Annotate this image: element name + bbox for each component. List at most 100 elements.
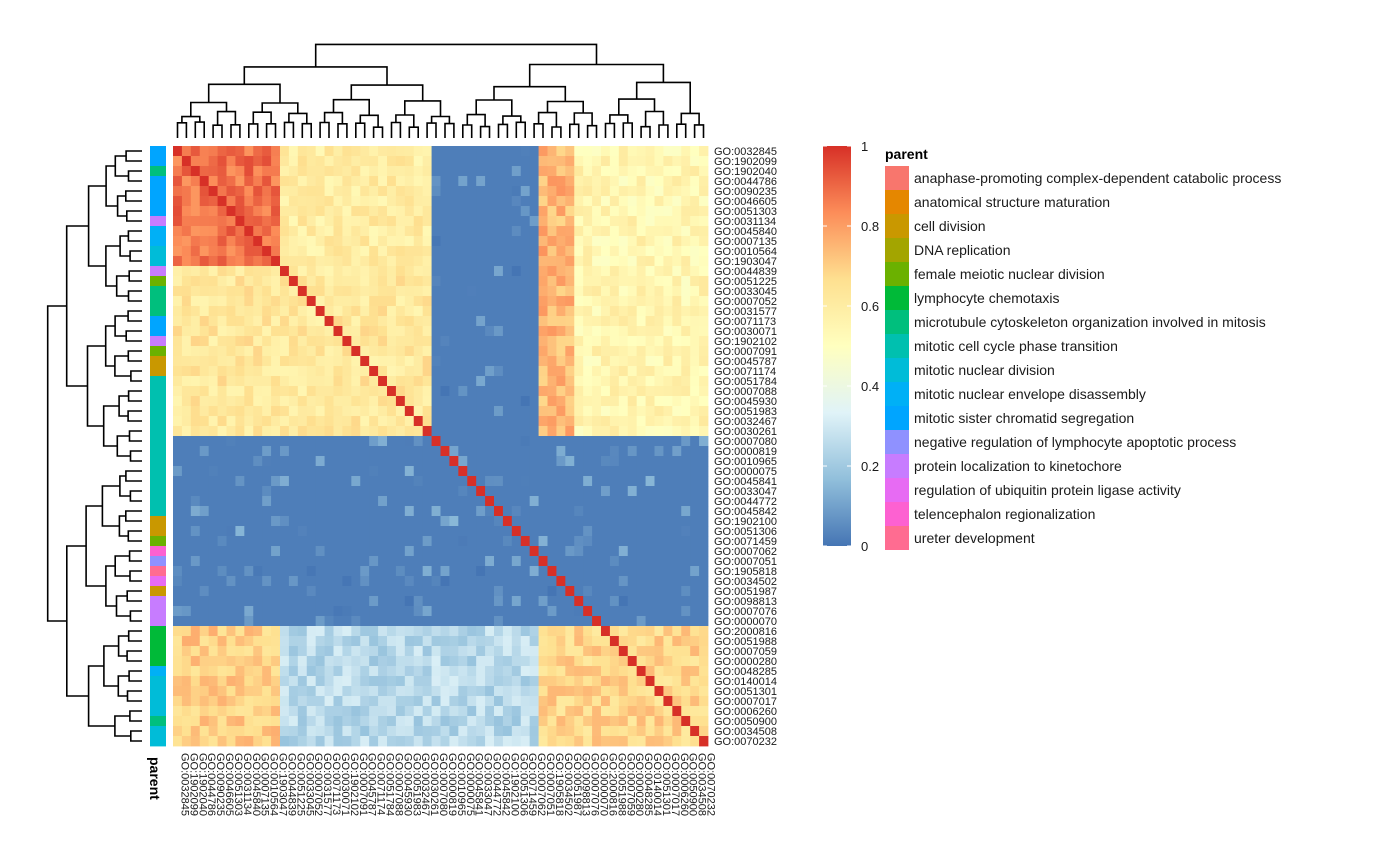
heatmap-cell [574,216,584,227]
column-label: GO:0010965 [455,753,467,816]
heatmap-cell [574,676,584,687]
heatmap-cell [681,326,691,337]
heatmap-cell [253,316,263,327]
heatmap-cell [253,226,263,237]
heatmap-cell [699,666,709,677]
heatmap-cell [440,656,450,667]
heatmap-cell [440,596,450,607]
heatmap-cell [690,696,700,707]
heatmap-cell [208,316,218,327]
heatmap-cell [645,606,655,617]
heatmap-cell [618,336,629,347]
heatmap-cell [609,396,620,407]
heatmap-cell [422,506,432,517]
heatmap-cell [654,686,664,697]
heatmap-cell [681,416,691,427]
heatmap-cell [609,326,620,337]
heatmap-cell [458,476,468,487]
heatmap-cell [574,706,584,717]
heatmap-cell [181,716,192,727]
heatmap-cell [342,696,352,707]
heatmap-cell [181,496,192,507]
heatmap-cell [592,336,602,347]
row-label: GO:1903047 [714,256,777,268]
heatmap-cell [306,246,317,257]
heatmap-cell [476,666,486,677]
heatmap-cell [511,546,522,557]
heatmap-cell [280,576,290,587]
heatmap-cell [387,636,397,647]
heatmap-cell [636,696,646,707]
heatmap-cell [342,526,352,537]
heatmap-cell [672,706,682,717]
heatmap-cell [440,626,450,637]
heatmap-cell [369,286,379,297]
heatmap-cell [681,366,691,377]
row-annotation-cell [150,176,166,217]
heatmap-cell [190,476,201,487]
heatmap-cell [297,406,308,417]
dendrogram-branch [680,112,700,125]
heatmap-cell [529,346,539,357]
heatmap-cell [601,266,611,277]
dendrogram-branch [319,121,330,138]
heatmap-cell [494,566,504,577]
heatmap-cell [288,466,299,477]
heatmap-cell [271,326,281,337]
heatmap-cell [583,206,593,217]
heatmap-cell [217,486,227,497]
heatmap-cell [333,246,343,257]
legend-swatch [885,166,909,190]
heatmap-cell [449,606,459,617]
heatmap-cell [413,736,424,747]
heatmap-cell [208,286,218,297]
heatmap-cell [288,246,299,257]
row-label: GO:0032845 [714,146,777,158]
heatmap-cell [280,256,290,267]
heatmap-cell [244,386,254,397]
heatmap-cell [387,316,397,327]
heatmap-cell [672,486,682,497]
heatmap-cell [199,366,210,377]
heatmap-cell [520,266,531,277]
legend-swatch [885,454,909,478]
heatmap-cell [681,496,691,507]
heatmap-cell [360,626,370,637]
heatmap-cell [351,256,361,267]
heatmap-cell [440,276,450,287]
heatmap-cell [404,146,415,157]
heatmap-cell [324,186,334,197]
heatmap-cell [288,696,299,707]
heatmap-cell [271,216,281,227]
heatmap-cell [592,626,602,637]
heatmap-cell [342,496,352,507]
column-label: GO:0098813 [580,753,592,816]
heatmap-cell [609,276,620,287]
heatmap-cell [476,406,486,417]
heatmap-cell [636,316,646,327]
heatmap-cell [681,566,691,577]
heatmap-cell [360,676,370,687]
heatmap-cell [485,346,495,357]
heatmap-cell [306,666,317,677]
heatmap-cell [565,586,575,597]
heatmap-cell [262,696,272,707]
heatmap-cell [199,596,210,607]
heatmap-cell [636,576,646,587]
heatmap-cell [378,276,388,287]
heatmap-cell [342,286,352,297]
heatmap-cell [601,426,611,437]
heatmap-cell [315,146,325,157]
heatmap-cell [431,296,441,307]
heatmap-cell [672,276,682,287]
heatmap-cell [556,516,566,527]
heatmap-cell [369,296,379,307]
heatmap-cell [360,576,370,587]
heatmap-cell [369,556,379,567]
heatmap-cell [190,296,201,307]
heatmap-cell [342,316,352,327]
heatmap-cell [369,166,379,177]
heatmap-cell [645,596,655,607]
heatmap-cell [351,546,361,557]
heatmap-cell [431,566,441,577]
